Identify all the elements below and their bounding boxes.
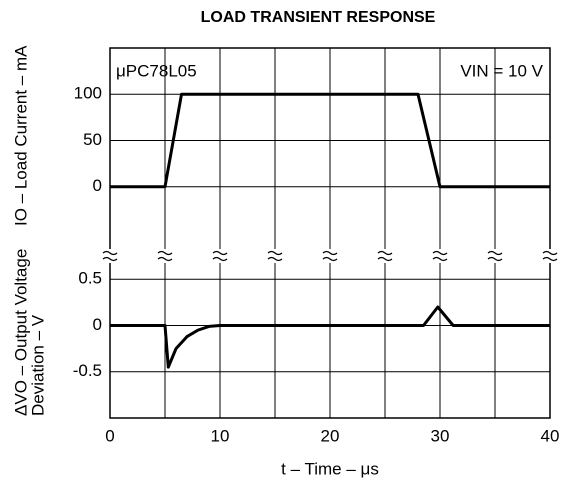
axis-break xyxy=(213,249,227,263)
x-tick-label: 0 xyxy=(105,426,114,445)
x-tick-label: 10 xyxy=(211,426,230,445)
axis-break xyxy=(323,249,337,263)
axis-break xyxy=(322,250,338,262)
axis-break xyxy=(542,250,558,262)
condition-label: VIN = 10 V xyxy=(460,61,543,80)
axis-break xyxy=(378,249,392,263)
axis-break xyxy=(488,249,502,263)
axis-break xyxy=(103,249,117,263)
y-tick-label: 0.5 xyxy=(78,269,102,288)
x-tick-label: 30 xyxy=(431,426,450,445)
x-axis-label: t – Time – μs xyxy=(281,459,379,478)
data-line xyxy=(110,92,550,189)
y-tick-label: -0.5 xyxy=(73,361,102,380)
y-axis-label: ΔVO – Output Voltage xyxy=(11,249,30,416)
axis-break xyxy=(377,250,393,262)
x-tick-label: 40 xyxy=(541,426,560,445)
y-tick-label: 50 xyxy=(83,130,102,149)
axis-break xyxy=(487,250,503,262)
axis-break xyxy=(543,249,557,263)
y-axis-labels: ΔVO – Output Voltage Deviation – V IO – … xyxy=(11,45,47,416)
y-tick-label: 0 xyxy=(93,315,102,334)
y-axis-label: Deviation – V xyxy=(28,314,47,416)
x-tick-label: 20 xyxy=(321,426,340,445)
chart-title: LOAD TRANSIENT RESPONSE xyxy=(201,9,436,26)
data-line xyxy=(110,305,550,369)
axis-break xyxy=(158,249,172,263)
y-tick-label: 100 xyxy=(74,84,102,103)
axis-break xyxy=(212,250,228,262)
axis-break xyxy=(267,250,283,262)
device-label: μPC78L05 xyxy=(116,61,197,80)
axis-break xyxy=(432,250,448,262)
axis-break xyxy=(268,249,282,263)
axis-break xyxy=(157,250,173,262)
y-axis-label: IO – Load Current – mA xyxy=(11,45,30,226)
y-tick-label: 0 xyxy=(93,176,102,195)
axis-break xyxy=(433,249,447,263)
axis-break xyxy=(102,250,118,262)
